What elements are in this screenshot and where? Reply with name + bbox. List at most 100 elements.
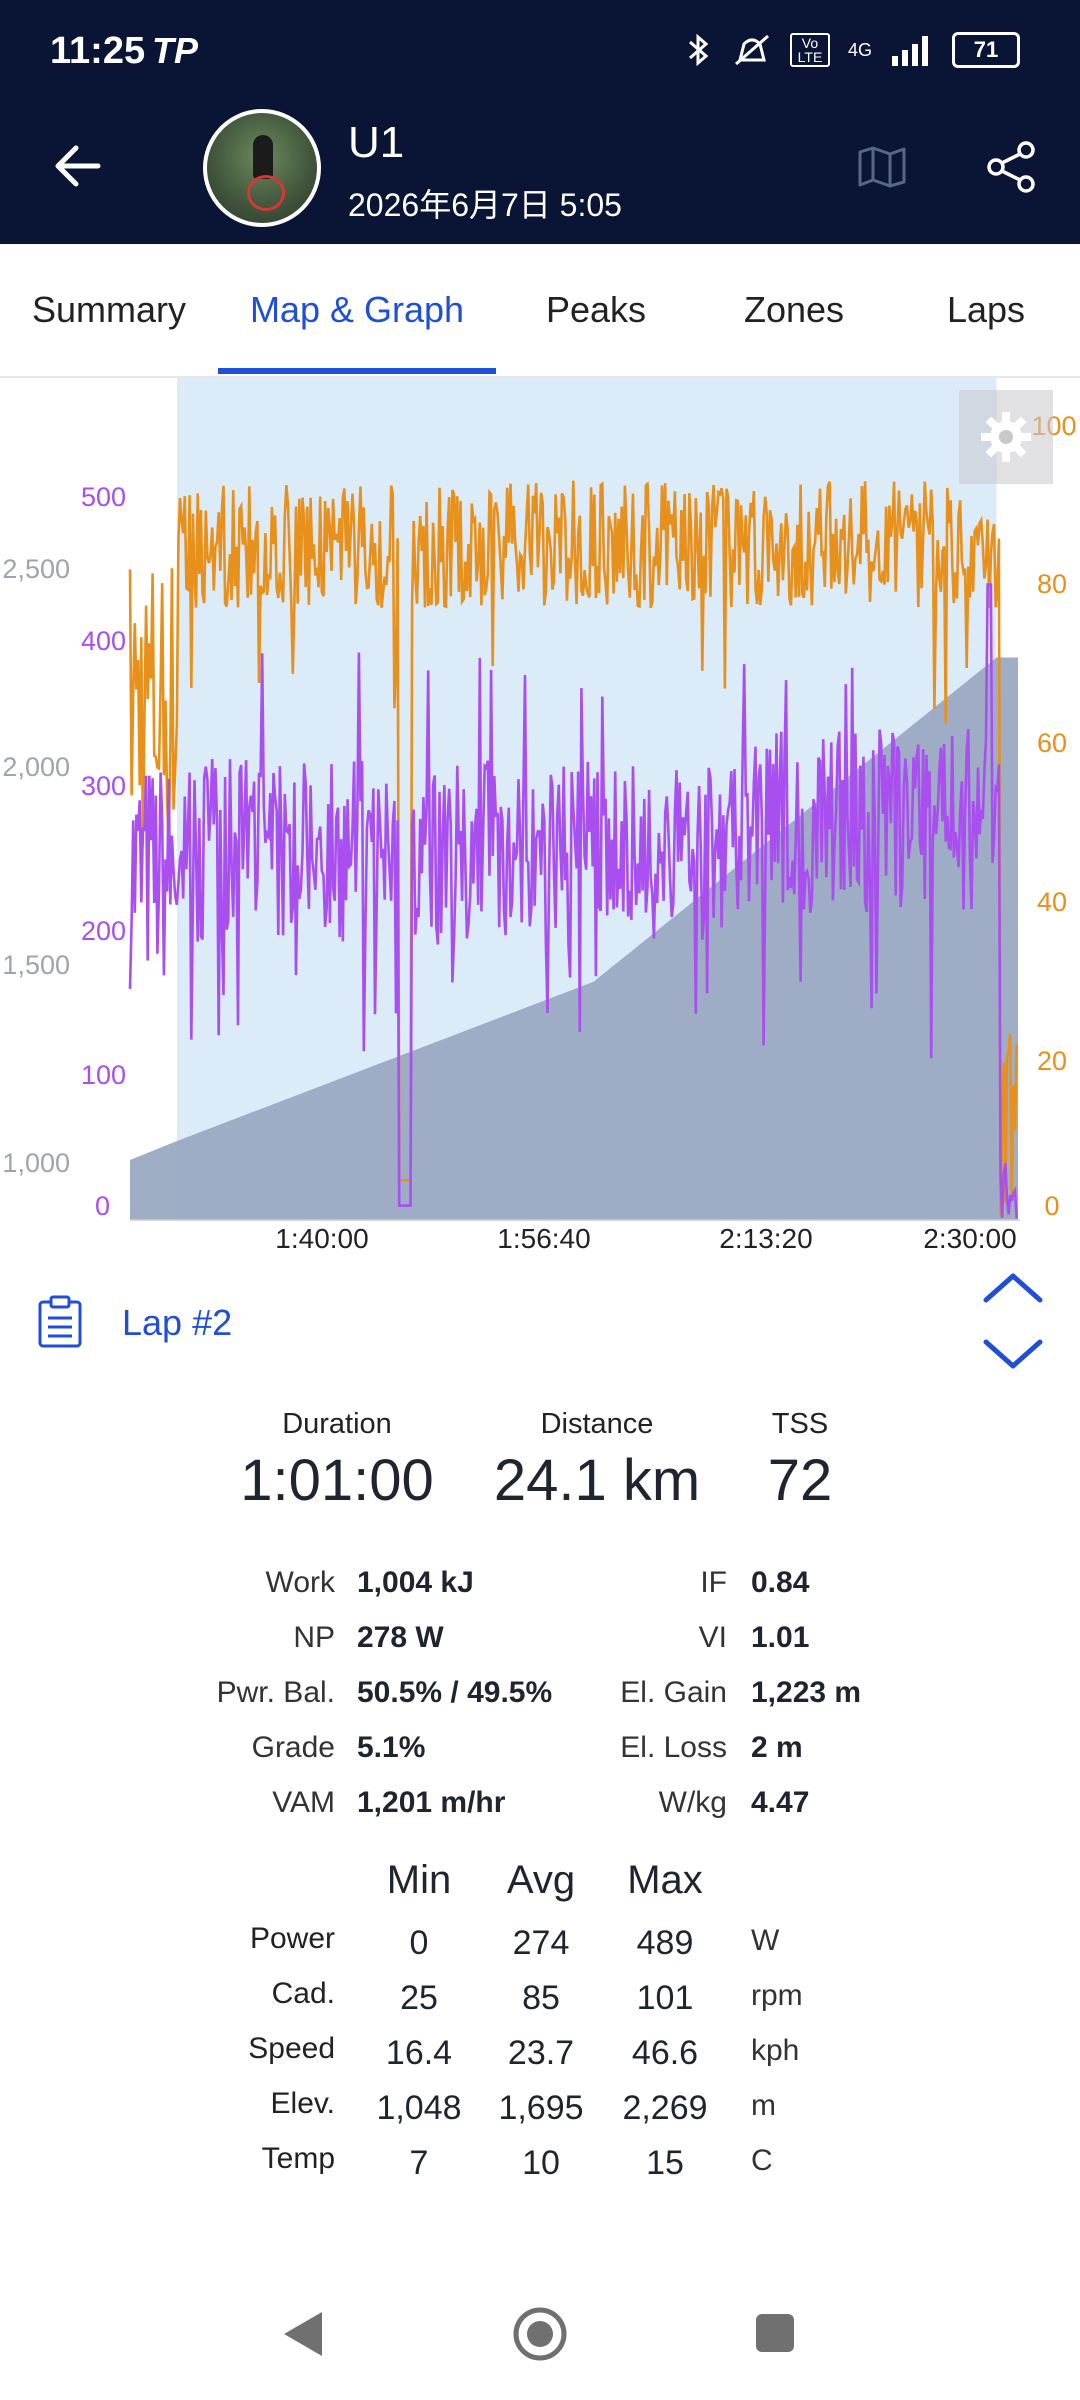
share-icon[interactable] <box>986 140 1038 194</box>
minmax-max: 46.6 <box>631 2034 699 2072</box>
summary-tss: TSS 72 <box>740 1408 860 1514</box>
summary-label: Distance <box>540 1408 654 1440</box>
stat-label: Pwr. Bal. <box>216 1676 335 1709</box>
summary-value: 24.1 km <box>493 1448 701 1513</box>
minmax-unit: C <box>751 2144 773 2177</box>
stat-label: El. Gain <box>620 1676 727 1709</box>
tab-map-graph[interactable]: Map & Graph <box>249 289 465 330</box>
stat-label: El. Loss <box>620 1731 727 1764</box>
stat-value: 50.5% / 49.5% <box>357 1676 553 1709</box>
elevation-axis-ticks: 2,500 2,000 1,500 1,000 <box>2 554 70 1178</box>
signal-icon <box>892 36 928 66</box>
minmax-unit: W <box>751 1924 780 1957</box>
stat-row: NP 278 W VI 1.01 <box>0 1621 1080 1671</box>
map-icon[interactable] <box>858 146 906 188</box>
gear-icon <box>981 412 1031 462</box>
stat-row: Grade 5.1% El. Loss 2 m <box>0 1731 1080 1781</box>
minmax-unit: rpm <box>751 1979 803 2012</box>
power-tick-label: 300 <box>81 771 126 801</box>
system-nav-bar <box>284 2307 794 2361</box>
stat-row: Pwr. Bal. 50.5% / 49.5% El. Gain 1,223 m <box>0 1676 1080 1726</box>
nav-back-icon[interactable] <box>284 2312 322 2356</box>
minmax-max: 101 <box>636 1979 694 2017</box>
x-axis-ticks: 1:40:00 1:56:40 2:13:20 2:30:00 <box>275 1223 1016 1254</box>
clipboard-icon <box>38 1295 82 1348</box>
x-tick-label: 2:30:00 <box>923 1223 1016 1254</box>
minmax-header: Avg <box>506 1858 576 1902</box>
tab-laps[interactable]: Laps <box>946 289 1026 330</box>
nav-recents-icon[interactable] <box>756 2314 794 2352</box>
minmax-avg: 10 <box>522 2144 560 2182</box>
muted-vibrate-icon <box>734 34 769 66</box>
tab-summary[interactable]: Summary <box>31 289 187 330</box>
elevation-tick-label: 2,500 <box>2 554 70 584</box>
x-tick-label: 1:56:40 <box>497 1223 590 1254</box>
status-time: 11:25 <box>50 30 146 72</box>
minmax-min: 16.4 <box>385 2034 453 2072</box>
minmax-min: 7 <box>409 2144 429 2182</box>
stat-label: NP <box>293 1621 335 1654</box>
stat-label: Work <box>265 1566 335 1599</box>
minmax-row-label: Power <box>249 1922 335 1955</box>
minmax-max: 489 <box>636 1924 694 1962</box>
chevron-up-icon[interactable] <box>980 1270 1046 1306</box>
nav-home-dot <box>527 2321 553 2347</box>
stat-value: 0.84 <box>751 1566 810 1599</box>
cadence-tick-label: 80 <box>1037 569 1067 599</box>
power-tick-label: 400 <box>81 626 126 656</box>
cadence-series-line <box>128 480 1018 1216</box>
stat-value: 2 m <box>751 1731 803 1764</box>
power-axis-ticks: 500 400 300 200 100 0 <box>81 482 126 1221</box>
elevation-tick-label: 2,000 <box>2 752 70 782</box>
network-type: 4G <box>847 39 872 60</box>
power-tick-label: 200 <box>81 916 126 946</box>
power-tick-label: 100 <box>81 1060 126 1090</box>
minmax-min: 1,048 <box>376 2089 462 2127</box>
stat-label: VAM <box>272 1786 335 1819</box>
stat-row: VAM 1,201 m/hr W/kg 4.47 <box>0 1786 1080 1836</box>
stat-value: 278 W <box>357 1621 444 1654</box>
power-tick-label: 0 <box>95 1191 110 1221</box>
stat-value: 5.1% <box>357 1731 426 1764</box>
chevron-down-icon[interactable] <box>980 1336 1046 1372</box>
stat-value: 1,223 m <box>751 1676 862 1709</box>
stat-value: 4.47 <box>751 1786 810 1819</box>
battery-icon: 71 <box>952 32 1020 68</box>
app-header: 11:25 TP Vo LTE 4G 71 U1 2026年6月7日 5:05 <box>0 0 1080 244</box>
bluetooth-icon <box>688 33 709 67</box>
minmax-max: 15 <box>646 2144 684 2182</box>
minmax-avg: 1,695 <box>498 2089 584 2127</box>
chart-settings-button[interactable] <box>959 390 1053 484</box>
summary-duration: Duration 1:01:00 <box>222 1408 452 1514</box>
tab-peaks[interactable]: Peaks <box>545 289 647 330</box>
summary-value: 1:01:00 <box>240 1448 434 1513</box>
stat-row: Work 1,004 kJ IF 0.84 <box>0 1566 1080 1616</box>
tab-zones[interactable]: Zones <box>743 289 845 330</box>
back-arrow-icon[interactable] <box>48 136 108 196</box>
lap-title: Lap #2 <box>122 1302 233 1343</box>
stat-label: W/kg <box>658 1786 727 1819</box>
nav-home-icon[interactable] <box>513 2307 567 2361</box>
power-series-line <box>128 583 1018 1219</box>
minmax-row-label: Elev. <box>270 2087 335 2120</box>
avatar[interactable] <box>203 109 321 227</box>
activity-chart[interactable]: 1:40:00 1:56:40 2:13:20 2:30:00 2,500 2,… <box>0 378 1080 1258</box>
summary-value: 72 <box>767 1448 833 1513</box>
cadence-tick-label: 0 <box>1044 1191 1059 1221</box>
stat-value: 1,004 kJ <box>357 1566 474 1599</box>
minmax-row-label: Cad. <box>271 1977 335 2010</box>
summary-label: Duration <box>282 1408 392 1440</box>
cadence-axis-ticks: 100 80 60 40 20 0 <box>1031 411 1076 1221</box>
minmax-max: 2,269 <box>622 2089 708 2127</box>
volte-icon: Vo LTE <box>789 33 830 67</box>
x-tick-label: 1:40:00 <box>275 1223 368 1254</box>
elevation-tick-label: 1,500 <box>2 950 70 980</box>
user-name: U1 <box>348 118 405 167</box>
stat-label: IF <box>700 1566 727 1599</box>
stat-label: VI <box>698 1621 727 1654</box>
minmax-avg: 23.7 <box>507 2034 575 2072</box>
elevation-area <box>130 657 1018 1220</box>
bike-figure <box>247 175 285 211</box>
minmax-header: Max <box>627 1858 703 1902</box>
cadence-tick-label: 20 <box>1037 1046 1067 1076</box>
